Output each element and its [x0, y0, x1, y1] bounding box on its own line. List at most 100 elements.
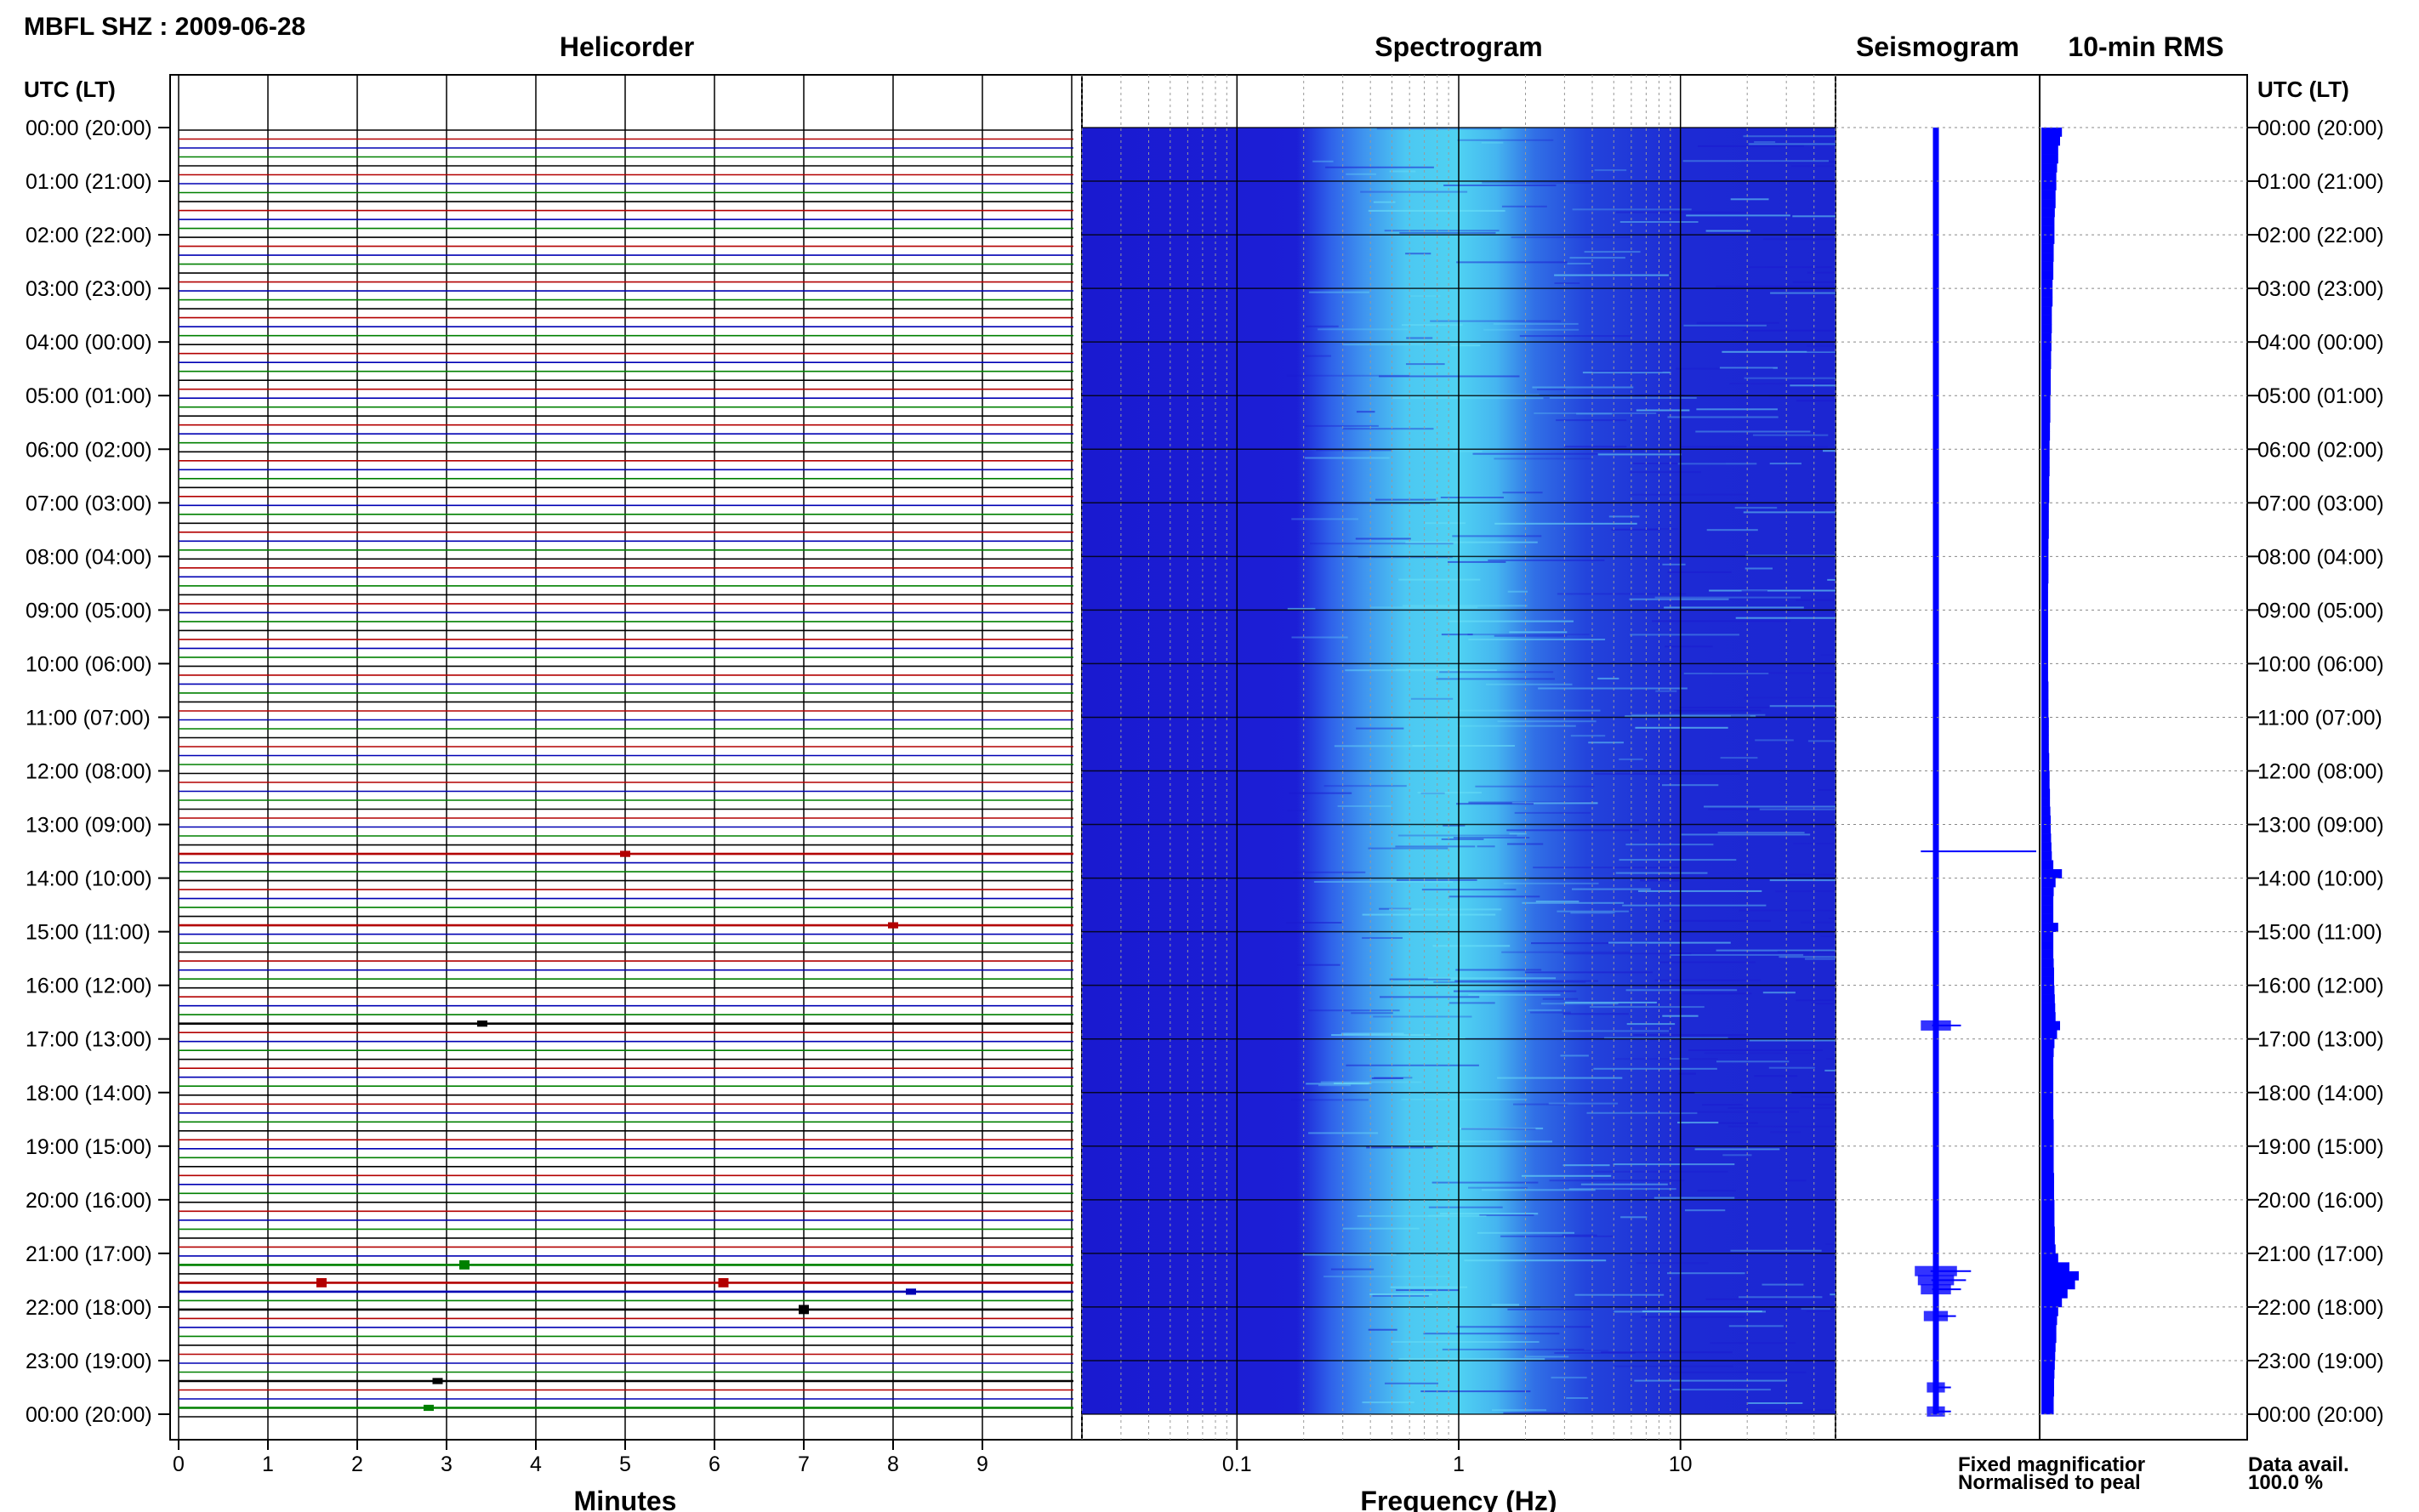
time-tick-right: 03:00 (23:00) — [2257, 277, 2384, 301]
spectrogram-streak — [1680, 446, 1828, 448]
spectrogram-streak — [1417, 792, 1482, 794]
spectrogram-streak — [1334, 745, 1426, 747]
spectrogram-streak — [1554, 282, 1580, 284]
spectrogram-streak — [1556, 419, 1627, 422]
spectrogram-streak — [1436, 678, 1555, 680]
time-tick-right: 02:00 (22:00) — [2257, 224, 2384, 247]
spectrogram-streak — [1619, 221, 1699, 223]
rms-bar — [2041, 1244, 2056, 1254]
rms-bar — [2041, 958, 2054, 968]
spectrogram-streak — [1428, 1206, 1503, 1208]
spectrogram-streak — [1705, 1298, 1789, 1300]
spectrogram-streak — [1762, 992, 1796, 994]
spectrogram-streak — [1667, 416, 1779, 418]
spectrogram-streak — [1688, 1049, 1823, 1051]
spectrogram-streak — [1662, 563, 1686, 566]
spectrogram-streak — [1780, 873, 1836, 876]
rms-bar — [2041, 493, 2050, 503]
rms-bar — [2041, 511, 2049, 521]
spectrogram-streak — [1640, 879, 1680, 882]
spectrogram-streak — [1768, 395, 1836, 398]
spectrogram-streak — [1580, 1183, 1668, 1185]
spectrogram-streak — [1562, 1164, 1610, 1167]
spectrogram-streak — [1408, 1140, 1552, 1143]
spectrogram-streak — [1704, 805, 1836, 808]
spectrogram-streak — [1790, 384, 1836, 387]
rms-bar — [2041, 913, 2054, 924]
spectrogram-streak — [1668, 1111, 1799, 1113]
rms-bar — [2041, 976, 2054, 986]
spectrogram-streak — [1818, 788, 1836, 791]
rms-bar — [2041, 360, 2052, 369]
rms-bar — [2041, 315, 2052, 325]
spectrogram-streak — [1654, 979, 1761, 981]
rms-bar — [2041, 225, 2055, 236]
spectrogram-streak — [1564, 1001, 1657, 1003]
spectrogram-streak — [1524, 1356, 1569, 1358]
spectrogram-streak — [1389, 170, 1416, 173]
spectrogram-streak — [1595, 1170, 1728, 1173]
spectrogram-streak — [1519, 335, 1631, 338]
spectrogram-streak — [1710, 1342, 1796, 1344]
time-tick-right: 01:00 (21:00) — [2257, 170, 2384, 194]
spectrogram-streak — [1494, 458, 1593, 460]
spectrogram-streak — [1439, 671, 1554, 674]
spectrogram-streak — [1458, 1127, 1544, 1129]
spectrogram-streak — [1644, 528, 1678, 531]
rms-bar — [2041, 207, 2055, 218]
spectrogram-streak — [1652, 620, 1791, 622]
spectrogram-streak — [1293, 503, 1430, 505]
rms-bar — [2041, 806, 2051, 816]
spectrogram-streak — [1551, 1376, 1587, 1378]
time-tick-right: 09:00 (05:00) — [2257, 599, 2384, 622]
x-ticks: 0 1 2 3 4 5 6 7 8 9 0.1 1 10 — [173, 1440, 1693, 1476]
spectrogram-streak — [1431, 1181, 1539, 1184]
spectrogram-streak — [1494, 634, 1568, 637]
spectrogram-streak — [1679, 707, 1769, 708]
rms-bar — [2041, 1038, 2055, 1049]
helicorder-event — [424, 1404, 434, 1412]
spectrogram-streak — [1727, 1107, 1836, 1109]
spectrogram-streak — [1653, 1197, 1735, 1199]
spectrogram-streak — [1557, 910, 1629, 912]
helicorder-event — [906, 1288, 916, 1295]
spectrogram-streak — [1830, 833, 1836, 836]
spectrogram-streak — [1775, 890, 1836, 893]
spectrogram-streak — [1289, 792, 1352, 794]
spectrogram-streak — [1696, 321, 1779, 324]
spectrogram-streak — [1698, 145, 1804, 147]
spectrogram-streak — [1389, 978, 1451, 981]
time-tick-right: 18:00 (14:00) — [2257, 1082, 2384, 1106]
spectrogram-streak — [1468, 993, 1561, 996]
spectrogram-streak — [1741, 590, 1767, 593]
rms-bar — [2041, 1405, 2054, 1415]
rms-bar — [2041, 1217, 2055, 1227]
spectrogram-streak — [1706, 529, 1758, 531]
rms-bar — [2041, 163, 2058, 173]
spectrogram-streak — [1308, 1132, 1379, 1134]
spectrogram-streak — [1455, 709, 1601, 712]
rms-bar — [2041, 485, 2050, 495]
helicorder-event — [432, 1378, 443, 1384]
spectrogram-streak — [1421, 889, 1517, 891]
spectrogram-streak — [1562, 1234, 1597, 1236]
spectrogram-streak — [1634, 1379, 1787, 1382]
spectrogram-streak — [1287, 810, 1307, 812]
spectrogram-streak — [1356, 727, 1404, 730]
rms-bar — [2041, 761, 2050, 771]
time-tick-left: 23:00 (19:00) — [26, 1350, 152, 1373]
spectrogram-streak — [1379, 907, 1412, 910]
spectrogram-streak — [1677, 463, 1757, 465]
spectrogram-streak — [1678, 1072, 1696, 1075]
spectrogram-streak — [1464, 1259, 1607, 1262]
spectrogram-streak — [1588, 742, 1624, 744]
spectrogram-streak — [1503, 1412, 1568, 1414]
time-tick-left: 17:00 (13:00) — [26, 1028, 152, 1052]
spectrogram-streak — [1391, 397, 1544, 400]
rms-bar — [2041, 994, 2055, 1003]
spectrogram-streak — [1514, 811, 1591, 814]
spectrogram-streak — [1522, 1174, 1612, 1177]
spectrogram-streak — [1629, 471, 1701, 474]
rms-bar — [2041, 538, 2049, 549]
rms-bar — [2041, 743, 2049, 753]
